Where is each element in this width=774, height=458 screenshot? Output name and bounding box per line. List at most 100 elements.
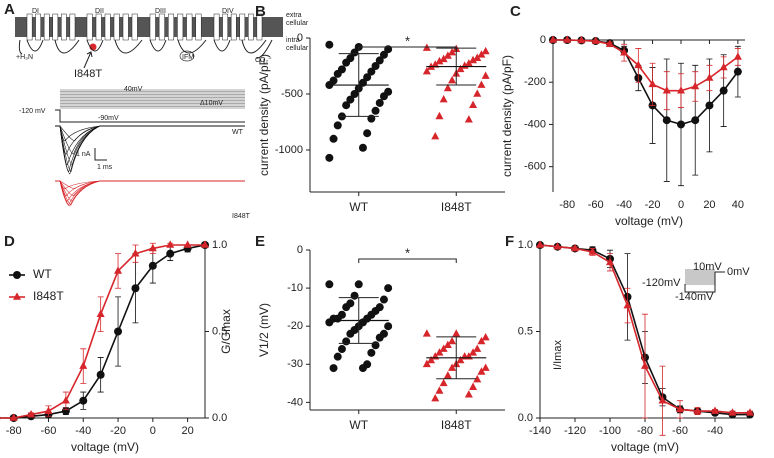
current-trace	[55, 125, 245, 166]
traces	[55, 89, 245, 207]
loop	[213, 39, 267, 54]
triangle-marker	[588, 247, 597, 255]
circle-marker	[733, 67, 742, 76]
helix	[195, 13, 202, 41]
triangle-marker	[606, 257, 614, 266]
helix	[43, 13, 50, 41]
triangle-marker	[439, 95, 448, 103]
triangle-marker	[431, 393, 440, 402]
y-tick-label: -40	[287, 396, 303, 408]
triangle-marker	[443, 371, 452, 379]
circle-marker	[354, 280, 363, 289]
triangle-marker	[183, 240, 192, 248]
triangle-marker	[693, 406, 702, 414]
x-tick-label: -40	[75, 425, 91, 437]
membrane-label: cellular	[286, 20, 309, 27]
scale-label: 1 nA	[76, 151, 91, 158]
triangle-marker	[439, 344, 448, 352]
triangle-marker	[443, 340, 452, 349]
triangle-marker	[464, 390, 473, 398]
helix	[177, 13, 184, 41]
inset-label: -140mV	[675, 291, 714, 303]
y-tick-label: 0	[297, 244, 303, 256]
triangle-marker	[448, 363, 457, 371]
x-tick-label: -20	[110, 425, 126, 437]
circle-marker	[333, 121, 342, 130]
triangle-marker	[473, 89, 482, 97]
loop	[86, 39, 143, 54]
triangle-marker	[96, 309, 105, 317]
triangle-marker	[634, 60, 643, 69]
legend-label: WT	[33, 267, 52, 281]
x-tick-label: -120	[564, 425, 586, 437]
triangle-marker	[648, 79, 657, 88]
helix	[186, 13, 193, 41]
triangle-marker	[131, 249, 140, 257]
helix	[248, 13, 254, 41]
protocol-label: 40mV	[124, 86, 143, 93]
helix	[69, 13, 76, 41]
inset-label: 10mV	[693, 261, 722, 273]
triangle-marker	[431, 131, 440, 140]
triangle-marker	[469, 100, 478, 108]
circle-marker	[114, 327, 123, 336]
triangle-marker	[536, 240, 544, 248]
circle-marker	[148, 261, 157, 270]
triangle-marker	[473, 344, 482, 352]
triangle-marker	[473, 53, 482, 61]
trace-label: I848T	[232, 213, 251, 220]
domain-label: DII	[95, 8, 104, 15]
triangle-marker	[435, 56, 444, 65]
x-tick-label: -80	[637, 425, 653, 437]
circle-marker	[384, 284, 393, 293]
y-axis-label: current density (pA/pF)	[257, 54, 271, 176]
circle-marker	[379, 92, 388, 101]
domain-label: DI	[32, 8, 39, 15]
protocol-label: -90mV	[98, 115, 119, 122]
mutation-label: I848T	[74, 68, 102, 80]
triangle-marker	[563, 35, 572, 43]
y-axis-label: current density (pA/pF)	[500, 55, 514, 177]
helix	[52, 13, 59, 41]
n-terminus: +H₃N	[16, 54, 33, 61]
x-tick-label: -60	[588, 199, 604, 211]
c-terminus: CO₂⁻	[255, 57, 272, 64]
current-trace	[55, 180, 245, 196]
current-trace	[55, 180, 245, 190]
significance-label: *	[405, 33, 410, 48]
circle-marker	[342, 101, 351, 110]
triangle-marker	[439, 378, 448, 387]
x-tick-label: -60	[672, 425, 688, 437]
triangle-marker	[435, 348, 444, 356]
triangle-marker	[549, 35, 557, 43]
domain-label: DIV	[222, 8, 234, 15]
legend-label: I848T	[33, 289, 64, 303]
x-axis-label: voltage (mV)	[615, 214, 683, 228]
current-trace	[55, 125, 245, 172]
membrane-label: extra	[286, 12, 302, 19]
helix	[222, 13, 228, 41]
y-tick-label: -30	[287, 358, 303, 370]
triangle-marker	[705, 73, 714, 81]
triangle-marker	[201, 240, 209, 248]
y-tick-label: 0.5	[212, 325, 227, 337]
circle-marker	[371, 62, 380, 70]
triangle-marker	[148, 243, 157, 252]
triangle-marker	[719, 62, 728, 71]
x-tick-label: -40	[616, 199, 632, 211]
x-tick-label: -80	[559, 199, 575, 211]
y-axis-label: V1/2 (mV)	[257, 303, 271, 357]
triangle-marker	[9, 413, 18, 421]
circle-marker	[719, 86, 728, 95]
x-tick-label: 0	[678, 199, 684, 211]
triangle-marker	[662, 86, 671, 94]
triangle-marker	[13, 292, 21, 300]
circle-marker	[677, 120, 685, 129]
y-tick-label: 1.0	[212, 239, 227, 251]
helix	[230, 13, 237, 41]
triangle-marker	[443, 83, 452, 92]
circle-marker	[691, 116, 700, 125]
circle-marker	[375, 333, 384, 342]
y-tick-label: 0.0	[518, 412, 533, 424]
triangle-marker	[728, 408, 737, 416]
